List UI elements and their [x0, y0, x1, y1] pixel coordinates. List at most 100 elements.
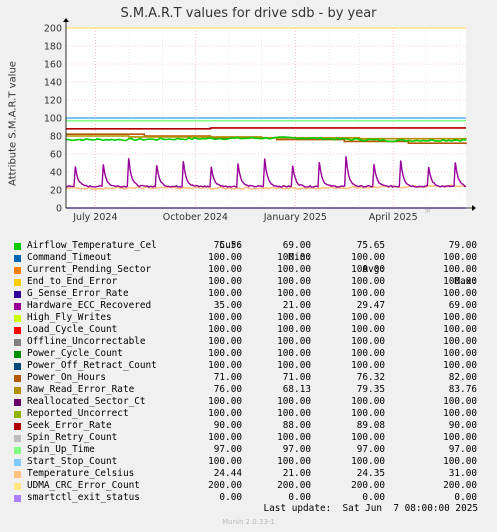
legend-swatch — [14, 339, 21, 346]
legend-swatch — [14, 327, 21, 334]
legend-cur: 0.00 — [219, 492, 242, 503]
legend-max: 100.00 — [443, 276, 477, 287]
y-tick-label: 100 — [44, 114, 62, 125]
legend-name: Command_Timeout — [27, 252, 112, 263]
legend-max: 100.00 — [443, 432, 477, 443]
legend-avg: 100.00 — [351, 360, 385, 371]
legend-max: 100.00 — [443, 396, 477, 407]
legend-swatch — [14, 495, 21, 502]
legend-name: End_to_End_Error — [27, 276, 118, 287]
legend-cur: 90.00 — [213, 420, 242, 431]
x-tick-label: October 2024 — [163, 212, 228, 223]
y-tick-label: 200 — [44, 24, 62, 35]
legend-swatch — [14, 423, 21, 430]
legend-max: 100.00 — [443, 264, 477, 275]
legend-swatch — [14, 267, 21, 274]
legend-max: 82.00 — [448, 372, 477, 383]
legend-swatch — [14, 435, 21, 442]
series-line — [65, 136, 467, 143]
y-tick-label: 80 — [50, 132, 62, 143]
legend-avg: 200.00 — [351, 480, 385, 491]
legend-name: Temperature_Celsius — [27, 468, 135, 479]
legend-avg: 24.35 — [356, 468, 385, 479]
legend-max: 90.00 — [448, 420, 477, 431]
legend-swatch — [14, 363, 21, 370]
legend-row: Power_Off_Retract_Count 100.00 100.00 100.0… — [0, 360, 497, 372]
legend-row: Temperature_Celsius 24.44 21.00 24.35 31.00 — [0, 468, 497, 480]
legend-cur: 100.00 — [208, 336, 242, 347]
legend-swatch — [14, 471, 21, 478]
legend-avg: 0.00 — [362, 492, 385, 503]
legend-cur: 35.00 — [213, 300, 242, 311]
legend-min: 100.00 — [277, 408, 311, 419]
legend-min: 100.00 — [277, 276, 311, 287]
legend-name: Power_Cycle_Count — [27, 348, 123, 359]
legend-row: Offline_Uncorrectable 100.00 100.00 100.00 1… — [0, 336, 497, 348]
legend-avg: 97.00 — [356, 444, 385, 455]
legend-cur: 100.00 — [208, 396, 242, 407]
legend-min: 100.00 — [277, 288, 311, 299]
legend-cur: 76.00 — [213, 384, 242, 395]
y-tick-label: 20 — [50, 186, 62, 197]
legend-max: 100.00 — [443, 288, 477, 299]
legend-avg: 100.00 — [351, 432, 385, 443]
legend-avg: 100.00 — [351, 324, 385, 335]
legend-avg: 100.00 — [351, 456, 385, 467]
y-axis-arrow — [63, 18, 69, 22]
legend-cur: 100.00 — [208, 360, 242, 371]
legend-row: Current_Pending_Sector 100.00 100.00 100.00… — [0, 264, 497, 276]
legend-max: 31.00 — [448, 468, 477, 479]
legend-row: Command_Timeout 100.00 100.00 100.00 100.00 — [0, 252, 497, 264]
legend-min: 100.00 — [277, 264, 311, 275]
legend-avg: 100.00 — [351, 336, 385, 347]
legend-name: High_Fly_Writes — [27, 312, 112, 323]
legend-cur: 24.44 — [213, 468, 242, 479]
legend-swatch — [14, 375, 21, 382]
legend-swatch — [14, 459, 21, 466]
legend-name: Spin_Retry_Count — [27, 432, 118, 443]
legend-cur: 100.00 — [208, 276, 242, 287]
munin-version: Munin 2.0.33-1 — [222, 518, 275, 526]
legend-row: Reallocated_Sector_Ct 100.00 100.00 100.00 1… — [0, 396, 497, 408]
legend-swatch — [14, 411, 21, 418]
legend-max: 83.76 — [448, 384, 477, 395]
legend-swatch — [14, 291, 21, 298]
legend-name: Power_On_Hours — [27, 372, 107, 383]
legend-cur: 100.00 — [208, 252, 242, 263]
y-tick-label: 60 — [50, 150, 62, 161]
x-tick-label: July 2024 — [72, 212, 117, 223]
legend-row: UDMA_CRC_Error_Count 200.00 200.00 200.00 20… — [0, 480, 497, 492]
y-tick-label: 40 — [50, 168, 62, 179]
legend-min: 100.00 — [277, 432, 311, 443]
legend-cur: 100.00 — [208, 288, 242, 299]
legend-min: 97.00 — [282, 444, 311, 455]
legend-swatch — [14, 399, 21, 406]
legend-row: Reported_Uncorrect 100.00 100.00 100.00 100.… — [0, 408, 497, 420]
legend-cur: 100.00 — [208, 264, 242, 275]
legend-swatch — [14, 279, 21, 286]
legend-name: Hardware_ECC_Recovered — [27, 300, 152, 311]
legend-min: 88.00 — [282, 420, 311, 431]
series-line — [66, 133, 467, 145]
legend-row: smartctl_exit_status 0.00 0.00 0.00 0.00 — [0, 492, 497, 504]
legend-cur: 100.00 — [208, 456, 242, 467]
legend-max: 100.00 — [443, 348, 477, 359]
legend-row: Spin_Retry_Count 100.00 100.00 100.00 100.00 — [0, 432, 497, 444]
legend-avg: 100.00 — [351, 348, 385, 359]
legend-min: 69.00 — [282, 240, 311, 251]
legend-max: 79.00 — [448, 240, 477, 251]
legend-cur: 100.00 — [208, 432, 242, 443]
x-tick-label: April 2025 — [369, 212, 418, 223]
legend-max: 0.00 — [454, 492, 477, 503]
legend-row: Start_Stop_Count 100.00 100.00 100.00 100.00 — [0, 456, 497, 468]
legend-max: 100.00 — [443, 336, 477, 347]
legend-avg: 89.08 — [356, 420, 385, 431]
legend-min: 71.00 — [282, 372, 311, 383]
legend-row: Power_On_Hours 71.00 71.00 76.32 82.00 — [0, 372, 497, 384]
legend-min: 21.00 — [282, 468, 311, 479]
legend-avg: 75.65 — [356, 240, 385, 251]
legend-cur: 100.00 — [208, 324, 242, 335]
legend-avg: 29.47 — [356, 300, 385, 311]
y-tick-label: 180 — [44, 42, 62, 53]
legend-min: 200.00 — [277, 480, 311, 491]
